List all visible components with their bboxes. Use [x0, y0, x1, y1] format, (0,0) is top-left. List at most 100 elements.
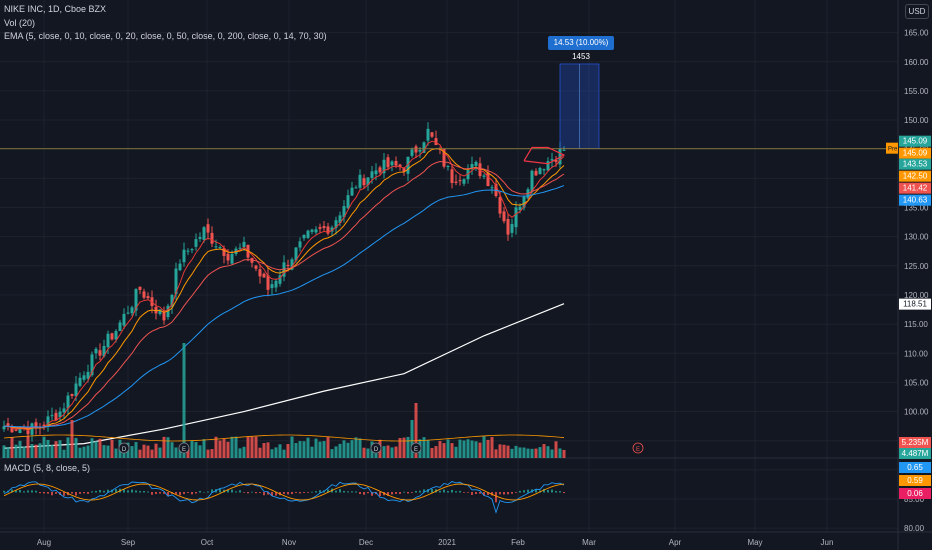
macd-histogram-bar [447, 491, 449, 493]
currency-button[interactable]: USD [905, 4, 929, 19]
candle-body [18, 428, 22, 433]
volume-bar [70, 420, 74, 458]
candle-body [534, 170, 538, 176]
macd-histogram-bar [291, 492, 293, 495]
ema-indicator-label[interactable]: EMA (5, close, 0, 10, close, 0, 20, clos… [4, 31, 327, 41]
volume-bar [290, 436, 294, 458]
candle-body [182, 249, 186, 263]
candle-body [14, 429, 18, 431]
volume-bar [190, 440, 194, 458]
macd-histogram-bar [127, 490, 129, 493]
candle-body [374, 170, 378, 175]
macd-histogram-bar [227, 489, 229, 493]
candle-body [222, 248, 226, 256]
macd-histogram-bar [427, 489, 429, 493]
volume-indicator-label[interactable]: Vol (20) [4, 18, 36, 28]
macd-histogram-bar [419, 490, 421, 493]
macd-histogram-bar [319, 490, 321, 493]
macd-value-badge [899, 462, 931, 473]
volume-bars [2, 343, 566, 458]
volume-bar [362, 447, 366, 458]
volume-bar [18, 440, 22, 458]
macd-histogram-bar [147, 491, 149, 493]
candle-body [146, 296, 150, 299]
volume-bar [266, 442, 270, 458]
volume-bar [482, 436, 486, 458]
position-callout: 14.53 (10.00%) 1453 [548, 36, 614, 61]
candle-body [378, 167, 382, 173]
x-tick-label: Feb [511, 538, 525, 547]
volume-bar [502, 444, 506, 458]
macd-histogram-bar [135, 490, 137, 493]
volume-bar [90, 438, 94, 458]
candle-body [142, 291, 146, 298]
macd-histogram-bar [287, 492, 289, 495]
event-marker-label: D [374, 447, 379, 453]
volume-bar [182, 343, 186, 458]
volume-bar [234, 436, 238, 458]
event-marker-label: E [414, 447, 418, 453]
volume-bar [10, 436, 14, 458]
macd-histogram-bar [243, 492, 245, 493]
candle-body [210, 232, 214, 244]
candle-body [302, 234, 306, 239]
volume-bar [350, 440, 354, 458]
macd-histogram-bar [163, 492, 165, 494]
macd-value-badge [899, 475, 931, 486]
volume-bar [146, 445, 150, 458]
volume-bar [434, 446, 438, 458]
candle-body [422, 142, 426, 153]
volume-bar [162, 436, 166, 458]
volume-bar [338, 443, 342, 458]
candle-body [278, 275, 282, 284]
last-price-label: 145.09 [903, 137, 928, 146]
volume-bar [238, 448, 242, 458]
candle-body [298, 241, 302, 248]
candle-body [70, 393, 74, 396]
candle-body [126, 312, 130, 314]
macd-histogram-bar [371, 492, 373, 496]
macd-histogram-bar [431, 488, 433, 493]
x-tick-label: Apr [669, 538, 682, 547]
macd-histogram-bar [443, 489, 445, 493]
volume-bar [222, 438, 226, 458]
macd-histogram-bar [527, 489, 529, 493]
candle-body [54, 412, 58, 421]
candle-body [202, 227, 206, 240]
x-tick-label: 2021 [438, 538, 456, 547]
candle-body [110, 333, 114, 340]
volume-bar [154, 443, 158, 458]
ema5-line [3, 140, 565, 431]
macd-value-badge [899, 488, 931, 499]
price-label: 140.63 [903, 196, 928, 205]
macd-histogram-bar [231, 489, 233, 493]
volume-bar [470, 440, 474, 458]
candle-body [242, 241, 246, 248]
macd-indicator-label[interactable]: MACD (5, 8, close, 5) [4, 463, 91, 473]
candle-body [74, 383, 78, 397]
macd-histogram-bar [507, 492, 509, 495]
macd-histogram-bar [263, 492, 265, 496]
macd-histogram-bar [159, 492, 161, 494]
volume-bar [110, 439, 114, 458]
macd-histogram-bar [411, 492, 413, 493]
volume-bar [398, 438, 402, 458]
candle-body [78, 377, 82, 386]
candle-body [326, 226, 330, 234]
candle-body [270, 284, 274, 289]
y-tick-label: 85.00 [904, 495, 925, 504]
candle-body [394, 160, 398, 166]
pre-market-label: Pre [888, 147, 898, 153]
volume-bar [158, 447, 162, 458]
volume-bar [178, 447, 182, 458]
candle-body [474, 161, 478, 166]
candle-body [262, 273, 266, 278]
macd-histogram-bar [195, 492, 197, 494]
volume-bar [366, 448, 370, 458]
macd-histogram-bar [535, 489, 537, 493]
candle-body [546, 161, 550, 171]
candle-body [258, 269, 262, 277]
macd-histogram-bar [515, 492, 517, 493]
signal-line [3, 483, 565, 501]
